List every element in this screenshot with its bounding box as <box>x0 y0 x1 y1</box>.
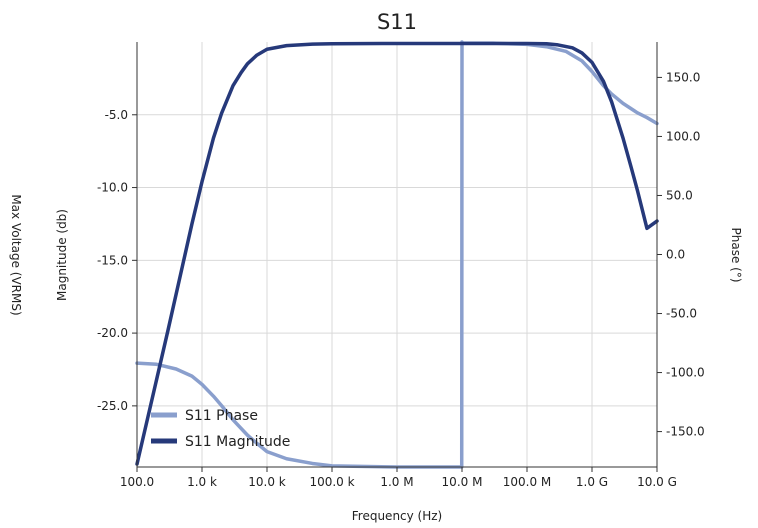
y-left-tick-label: -15.0 <box>97 253 128 267</box>
series-line-s11-magnitude <box>135 41 659 466</box>
legend: S11 Phase S11 Magnitude <box>151 408 290 450</box>
y-right-tick-label: -100.0 <box>666 366 705 380</box>
y-right-tick-label: 150.0 <box>666 70 700 84</box>
x-tick-label: 1.0 k <box>187 475 217 489</box>
legend-label: S11 Magnitude <box>185 434 290 450</box>
tick-labels: 100.0 1.0 k 10.0 k 100.0 k 1.0 M 10.0 M 100.0 … <box>97 70 705 489</box>
y-left-tick-label: -25.0 <box>97 399 128 413</box>
x-tick-label: 10.0 G <box>637 475 677 489</box>
x-tick-label: 100.0 <box>120 475 154 489</box>
y-right-tick-label: 50.0 <box>666 188 693 202</box>
y-axis-title-left: Magnitude (db) <box>55 209 69 301</box>
x-tick-label: 10.0 M <box>442 475 483 489</box>
y-axis-title-outer: Max Voltage (VRMS) <box>9 194 23 315</box>
y-left-tick-label: -10.0 <box>97 181 128 195</box>
y-right-tick-label: 0.0 <box>666 248 685 262</box>
grid <box>136 42 658 467</box>
x-tick-label: 1.0 G <box>576 475 608 489</box>
chart-title: S11 <box>377 10 417 34</box>
y-right-tick-label: 100.0 <box>666 129 700 143</box>
y-right-tick-label: -150.0 <box>666 425 705 439</box>
y-left-tick-label: -5.0 <box>105 108 128 122</box>
y-left-tick-label: -20.0 <box>97 326 128 340</box>
y-axis-title-right: Phase (°) <box>729 227 743 282</box>
axes <box>132 42 662 472</box>
x-tick-label: 100.0 k <box>309 475 354 489</box>
x-axis-title: Frequency (Hz) <box>352 509 443 523</box>
legend-label: S11 Phase <box>185 408 258 424</box>
x-tick-label: 100.0 M <box>503 475 552 489</box>
x-tick-label: 1.0 M <box>380 475 413 489</box>
x-tick-label: 10.0 k <box>248 475 286 489</box>
y-right-tick-label: -50.0 <box>666 307 697 321</box>
